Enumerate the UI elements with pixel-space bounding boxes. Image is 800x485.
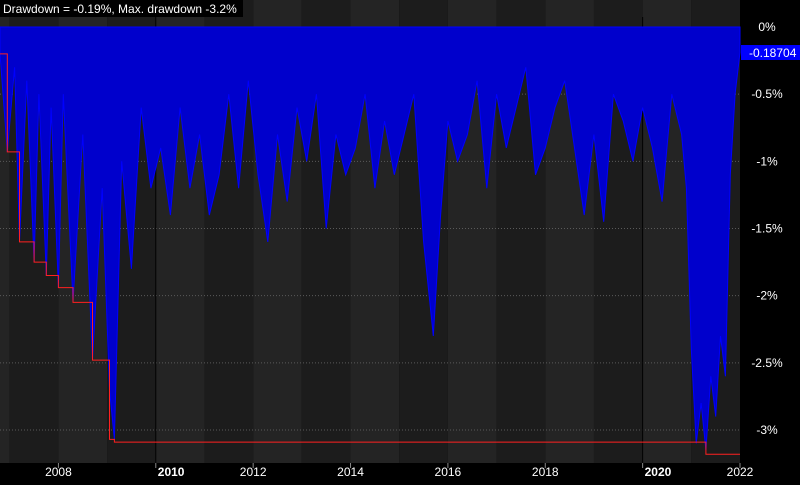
x-tick-label: 2014 — [337, 465, 364, 479]
chart-title: Drawdown = -0.19%, Max. drawdown -3.2% — [3, 2, 237, 16]
max-drawdown-line-group — [0, 53, 740, 455]
header-bg — [0, 0, 243, 17]
y-tick-label: 0% — [758, 20, 776, 34]
last-value-badge — [741, 45, 800, 60]
header: Drawdown = -0.19%, Max. drawdown -3.2% — [0, 0, 243, 17]
y-tick-label: -0.5% — [751, 87, 783, 101]
x-tick-label: 2012 — [240, 465, 267, 479]
x-tick-label: 2022 — [727, 465, 754, 479]
x-tick-label: 2008 — [45, 465, 72, 479]
y-tick-label: -1% — [756, 154, 778, 168]
y-tick-label: -2% — [756, 289, 778, 303]
y-tick-label: -2.5% — [751, 356, 783, 370]
x-axis: 2008 2010 2012 2014 2016 2018 2020 2022 — [0, 463, 800, 480]
x-tick-label: 2020 — [645, 465, 672, 479]
drawdown-series — [0, 26, 741, 451]
y-tick-label: -3% — [756, 423, 778, 437]
last-value-badge-text: -0.18704 — [749, 46, 797, 60]
x-tick-label: 2016 — [435, 465, 462, 479]
year-band — [0, 0, 10, 480]
badge-group: -0.18704 — [741, 45, 800, 60]
y-axis: 0% -0.5% -1% -1.5% -2% -2.5% -3% — [751, 20, 783, 437]
max-drawdown-series — [0, 53, 740, 455]
x-tick-label: 2018 — [532, 465, 559, 479]
x-axis-panel — [0, 463, 800, 480]
drawdown-area — [0, 26, 741, 451]
axis-panel — [740, 0, 800, 480]
x-tick-label: 2010 — [158, 465, 185, 479]
y-tick-label: -1.5% — [751, 222, 783, 236]
